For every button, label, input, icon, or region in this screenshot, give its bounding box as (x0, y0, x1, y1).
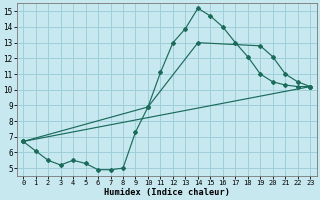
X-axis label: Humidex (Indice chaleur): Humidex (Indice chaleur) (104, 188, 230, 197)
